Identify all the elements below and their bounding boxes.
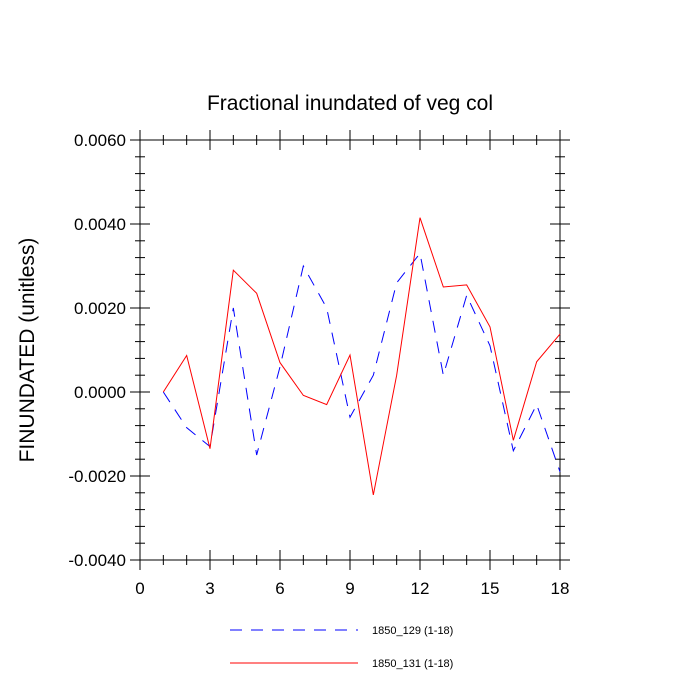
x-tick-label: 18 xyxy=(551,579,570,598)
axis-tick-labels: 0 3 6 9 12 15 18 -0.0040 -0.0020 0.0000 0.0020 0.00… xyxy=(68,131,569,598)
series-line-2 xyxy=(162,217,561,495)
x-tick-label: 12 xyxy=(411,579,430,598)
x-tick-label: 6 xyxy=(275,579,284,598)
x-tick-label: 3 xyxy=(205,579,214,598)
x-tick-label: 0 xyxy=(135,579,144,598)
y-tick-label: -0.0020 xyxy=(68,467,126,486)
axis-ticks xyxy=(130,130,570,570)
series-line-1 xyxy=(162,252,561,472)
y-tick-label: 0.0000 xyxy=(74,383,126,402)
y-axis-label: FINUNDATED (unitless) xyxy=(16,238,39,463)
x-tick-label: 9 xyxy=(345,579,354,598)
x-tick-label: 15 xyxy=(481,579,500,598)
y-tick-label: -0.0040 xyxy=(68,551,126,570)
y-tick-label: 0.0060 xyxy=(74,131,126,150)
y-tick-label: 0.0040 xyxy=(74,215,126,234)
legend-label-2: 1850_131 (1-18) xyxy=(372,658,453,670)
data-lines xyxy=(162,217,561,495)
y-tick-label: 0.0020 xyxy=(74,299,126,318)
chart-title: Fractional inundated of veg col xyxy=(207,92,493,115)
plot-frame xyxy=(139,139,561,561)
legend: 1850_129 (1-18) 1850_131 (1-18) xyxy=(230,625,453,670)
legend-label-1: 1850_129 (1-18) xyxy=(372,625,453,637)
